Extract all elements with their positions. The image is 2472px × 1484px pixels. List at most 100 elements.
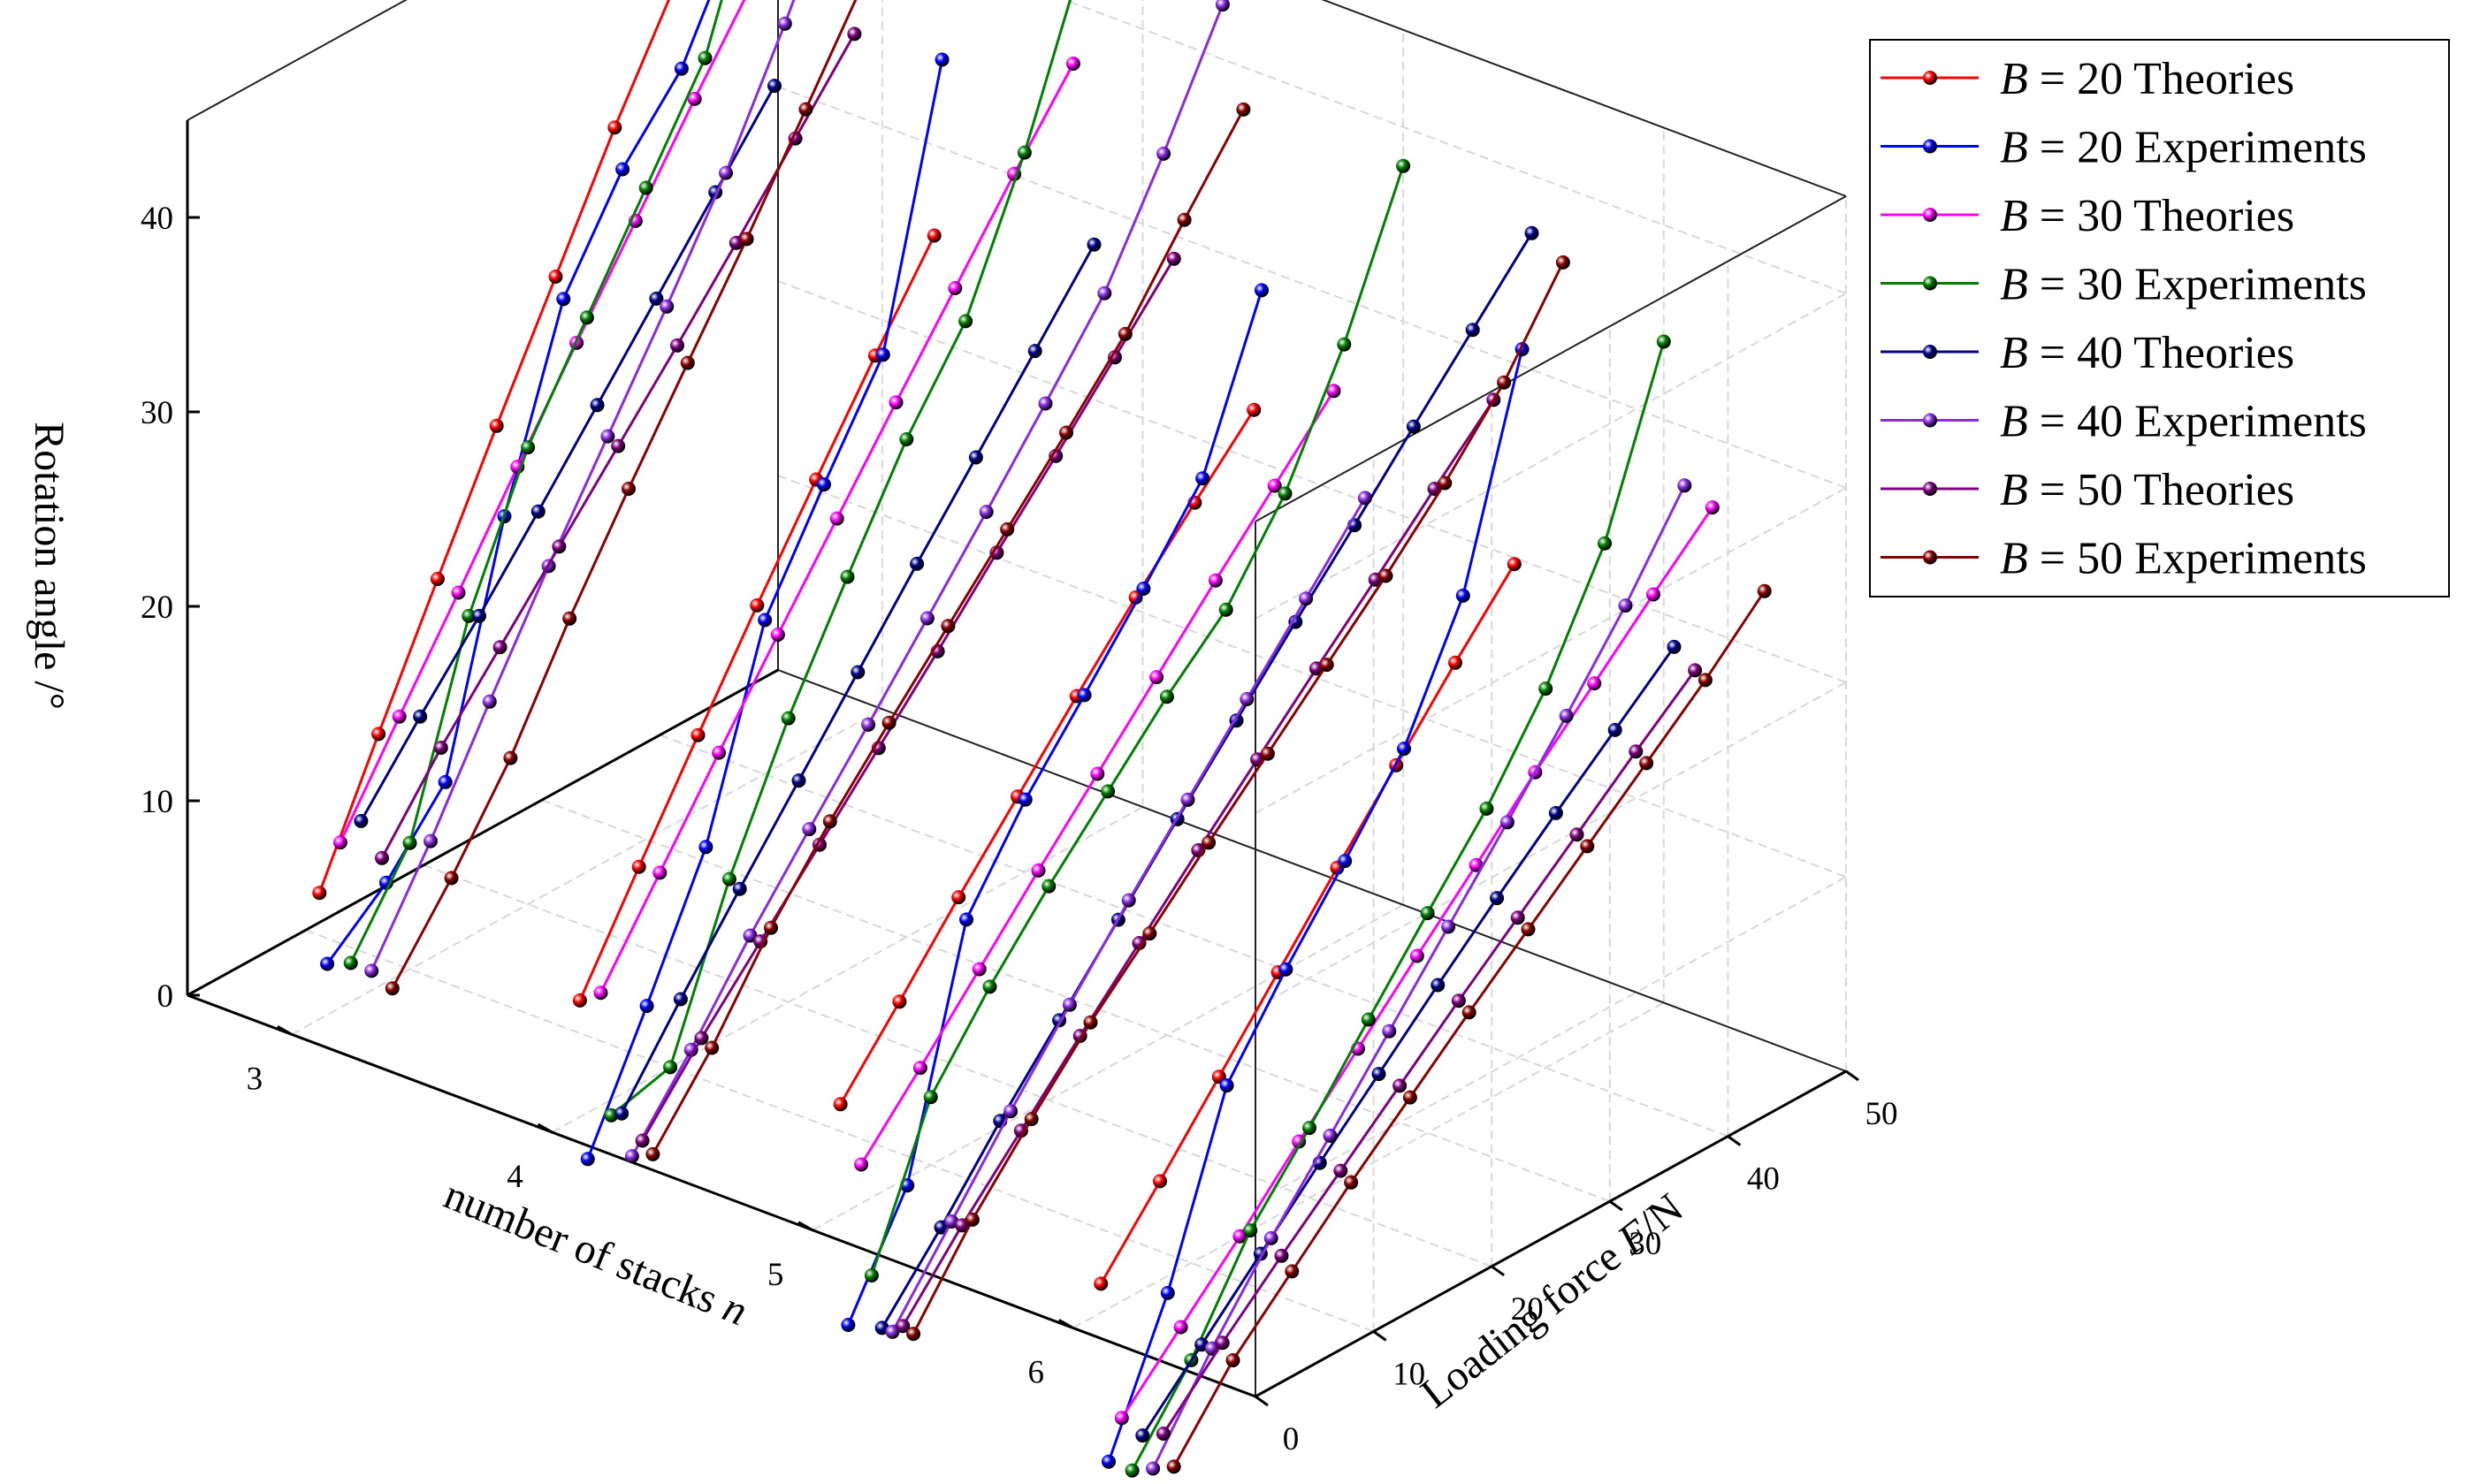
data-point	[1569, 827, 1584, 842]
data-point	[489, 418, 504, 433]
data-point	[444, 871, 459, 886]
data-point	[770, 628, 785, 642]
y-tick-label: 40	[1747, 1161, 1780, 1198]
data-point	[1263, 1230, 1278, 1245]
data-point	[1629, 744, 1644, 759]
legend-item-B30E: B = 30 Experiments	[1881, 260, 2367, 310]
data-point	[739, 232, 754, 247]
data-point	[572, 993, 587, 1008]
data-point	[1688, 663, 1703, 678]
data-point	[312, 886, 327, 901]
legend-item-B50T: B = 50 Theories	[1881, 465, 2294, 515]
x-tick-mark	[537, 1123, 553, 1134]
data-point	[631, 859, 646, 874]
z-tick-label: 30	[141, 395, 173, 431]
data-point	[965, 1212, 980, 1227]
data-point	[645, 1146, 660, 1161]
legend-label: B = 50 Theories	[2000, 465, 2294, 515]
legend-item-B30T: B = 30 Theories	[1881, 191, 2294, 241]
data-point	[1173, 1320, 1188, 1335]
data-point	[674, 61, 689, 76]
x-tick-mark	[1058, 1319, 1074, 1329]
data-point	[1598, 536, 1612, 551]
data-point	[423, 833, 438, 849]
data-point	[1215, 1336, 1230, 1351]
legend-label-var: B	[2000, 328, 2028, 378]
series-line	[1131, 341, 1666, 1472]
y-tick-mark	[1491, 1265, 1506, 1277]
data-point	[1302, 1121, 1316, 1136]
z-tick-label: 20	[141, 590, 173, 626]
series-line	[1162, 669, 1697, 1435]
data-point	[906, 1327, 921, 1342]
data-point	[673, 992, 688, 1007]
legend-swatch-marker	[1923, 482, 1937, 496]
legend-label-var: B	[2000, 191, 2028, 241]
data-point	[1438, 476, 1453, 491]
data-point	[1507, 557, 1522, 572]
data-point	[1208, 573, 1223, 588]
data-point	[580, 1152, 595, 1167]
floor-left-edge	[187, 668, 779, 997]
data-point	[840, 569, 855, 584]
data-point	[690, 727, 706, 742]
y-axis-line	[1255, 1069, 1847, 1398]
data-point	[899, 432, 914, 446]
data-point	[1094, 1276, 1109, 1291]
x-tick-label: 4	[507, 1159, 523, 1195]
axes-frame	[186, 0, 1847, 1398]
data-point	[639, 999, 654, 1014]
data-point	[948, 281, 963, 295]
data-point	[1146, 1461, 1161, 1476]
data-point	[919, 611, 935, 626]
data-point	[680, 355, 695, 370]
data-point	[1646, 587, 1660, 602]
data-point	[927, 228, 942, 243]
data-point	[923, 1090, 938, 1105]
data-point	[649, 291, 664, 306]
data-point	[1455, 588, 1470, 603]
series-line	[847, 289, 1263, 1326]
legend-swatch-marker	[1923, 345, 1937, 359]
data-point	[1402, 1090, 1417, 1105]
legend-label: B = 30 Experiments	[2000, 260, 2367, 310]
y-tick-label: 30	[1629, 1226, 1661, 1262]
legend-label-rest: = 50 Experiments	[2028, 534, 2367, 584]
data-point	[1285, 1264, 1300, 1279]
legend: B = 20 Theories B = 20 Experiments B = 30 …	[1869, 39, 2450, 597]
data-point	[1225, 1353, 1240, 1367]
legend-label-rest: = 40 Theories	[2028, 328, 2294, 378]
data-point	[687, 91, 702, 106]
data-point	[767, 79, 782, 94]
data-point	[719, 165, 733, 180]
y-tick-mark	[1845, 1069, 1859, 1082]
data-point	[698, 50, 713, 65]
legend-label-rest: = 20 Experiments	[2028, 123, 2367, 173]
data-point	[590, 398, 605, 413]
data-point	[1118, 326, 1133, 341]
data-point	[750, 597, 765, 613]
data-point	[885, 1324, 900, 1339]
data-point	[1274, 1248, 1289, 1263]
data-point	[1166, 1459, 1181, 1474]
data-point	[375, 850, 389, 865]
data-point	[1479, 801, 1494, 816]
data-point	[743, 928, 758, 943]
data-point	[1698, 673, 1713, 688]
x-tick-label: 5	[767, 1257, 784, 1293]
data-point	[1149, 670, 1164, 685]
data-point	[1656, 334, 1671, 349]
series-line	[325, 0, 711, 965]
data-point	[624, 1149, 639, 1164]
data-point	[1160, 1285, 1175, 1300]
legend-swatch-marker	[1923, 208, 1937, 222]
data-point	[1202, 835, 1217, 850]
y-tick-mark	[1727, 1135, 1742, 1146]
data-point	[841, 1318, 856, 1332]
data-point	[1392, 1078, 1408, 1093]
legend-label: B = 40 Theories	[2000, 328, 2294, 378]
data-point	[1166, 251, 1181, 266]
legend-label-rest: = 20 Theories	[2028, 54, 2294, 104]
